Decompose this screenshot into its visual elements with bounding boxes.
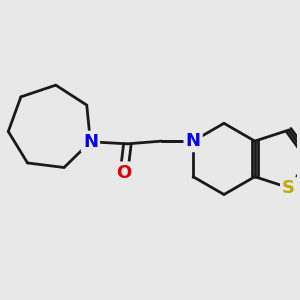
- Text: N: N: [83, 133, 98, 151]
- Text: N: N: [186, 132, 201, 150]
- Text: S: S: [282, 179, 295, 197]
- Text: O: O: [116, 164, 132, 181]
